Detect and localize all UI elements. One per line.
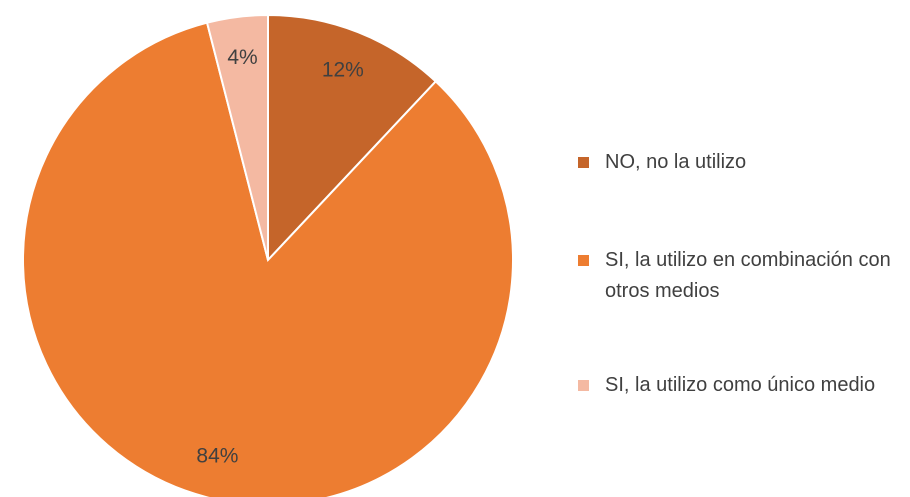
legend-swatch — [578, 157, 589, 168]
pie-slice — [22, 21, 514, 497]
pie-slice — [267, 13, 438, 263]
data-label: 84% — [196, 445, 238, 468]
legend-item: SI, la utilizo como único medio — [578, 370, 898, 401]
legend-item: NO, no la utilizo — [578, 147, 898, 178]
data-label: 12% — [322, 58, 364, 81]
legend-label: SI, la utilizo en combinación con otros … — [605, 249, 891, 302]
data-label: 4% — [227, 46, 257, 69]
pie-slice — [205, 13, 269, 261]
legend-swatch — [578, 380, 589, 391]
legend-label: SI, la utilizo como único medio — [605, 374, 876, 396]
legend-label: NO, no la utilizo — [605, 151, 747, 173]
legend-item: SI, la utilizo en combinación con otros … — [578, 245, 898, 307]
pie: 12% 84% 4% — [22, 13, 514, 497]
legend-swatch — [578, 255, 589, 266]
